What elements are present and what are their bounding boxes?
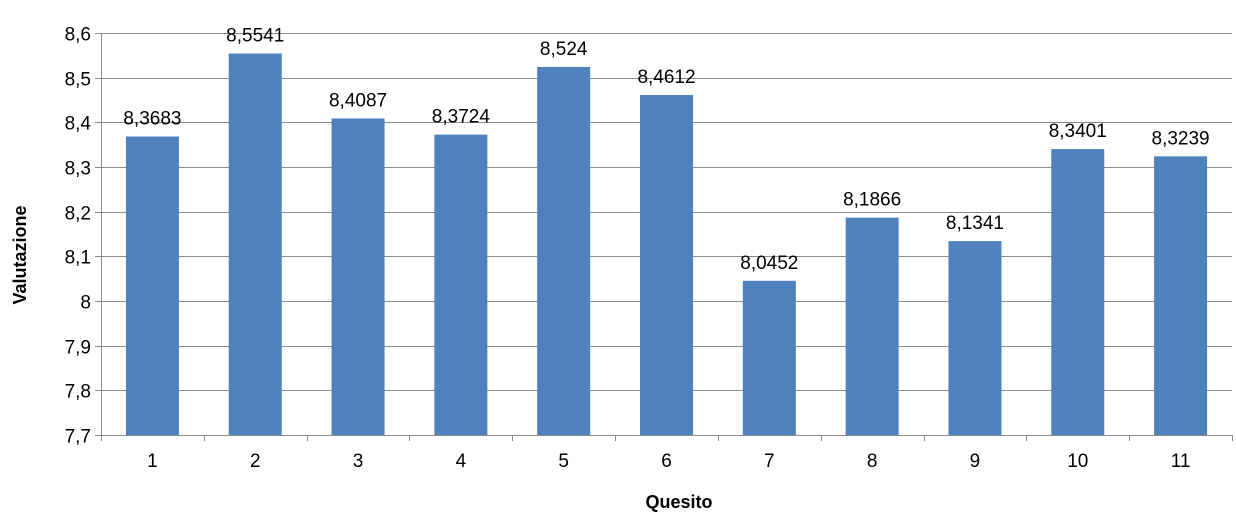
x-tick-label: 11 [1171,451,1191,472]
x-axis-title: Quesito [645,492,712,512]
bar-7 [742,280,796,435]
y-tick-label: 8,1 [65,248,91,269]
bar-4 [434,134,488,436]
y-tick-label: 8,5 [65,70,91,91]
x-tick-label: 7 [764,451,775,472]
data-label: 8,1341 [946,213,1004,234]
bar-2 [228,53,282,435]
bar-3 [331,118,385,436]
bar-6 [640,94,693,436]
y-tick-label: 7,8 [65,382,91,403]
data-label: 8,3724 [432,107,491,128]
x-tick-label: 2 [250,451,261,472]
y-tick-label: 7,9 [65,338,91,359]
data-label: 8,3683 [123,108,181,129]
bar-10 [1051,149,1105,435]
data-labels: 8,3683 8,5541 8,4087 8,3724 8,524 8,4612 8,045… [123,26,1209,274]
bars [125,53,1208,436]
data-label: 8,1866 [843,190,901,211]
y-tick-label: 8,2 [65,204,91,225]
data-label: 8,524 [540,39,588,60]
x-tick-label: 3 [353,451,364,472]
y-tick-label: 7,7 [65,427,91,448]
y-axis-title: Valutazione [10,205,30,304]
data-label: 8,4087 [329,90,387,111]
y-tick-label: 8,4 [65,114,92,135]
x-tick-label: 6 [661,451,672,472]
y-tick-label: 8,6 [65,25,91,46]
bar-5 [537,66,591,436]
x-tick-label: 10 [1067,451,1088,472]
x-tick-label: 4 [456,451,467,472]
axes: 7,7 7,8 7,9 8 8,1 8,2 8,3 8,4 8,5 8,6 1 2 3 4 5 6 7 8 9 10 1… [65,25,1233,472]
data-label: 8,5541 [226,26,284,47]
x-tick-label: 9 [970,451,981,472]
x-tick-label: 1 [147,451,158,472]
y-tick-label: 8,3 [65,159,91,180]
data-label: 8,4612 [637,67,695,88]
data-label: 8,3239 [1152,128,1210,149]
bar-1 [125,136,179,435]
data-label: 8,0452 [740,253,798,274]
data-label: 8,3401 [1049,121,1107,142]
y-tick-label: 8 [80,293,91,314]
bar-9 [948,241,1002,435]
x-tick-label: 5 [558,451,569,472]
bar-11 [1154,156,1208,436]
bar-8 [845,217,899,435]
x-tick-label: 8 [867,451,878,472]
